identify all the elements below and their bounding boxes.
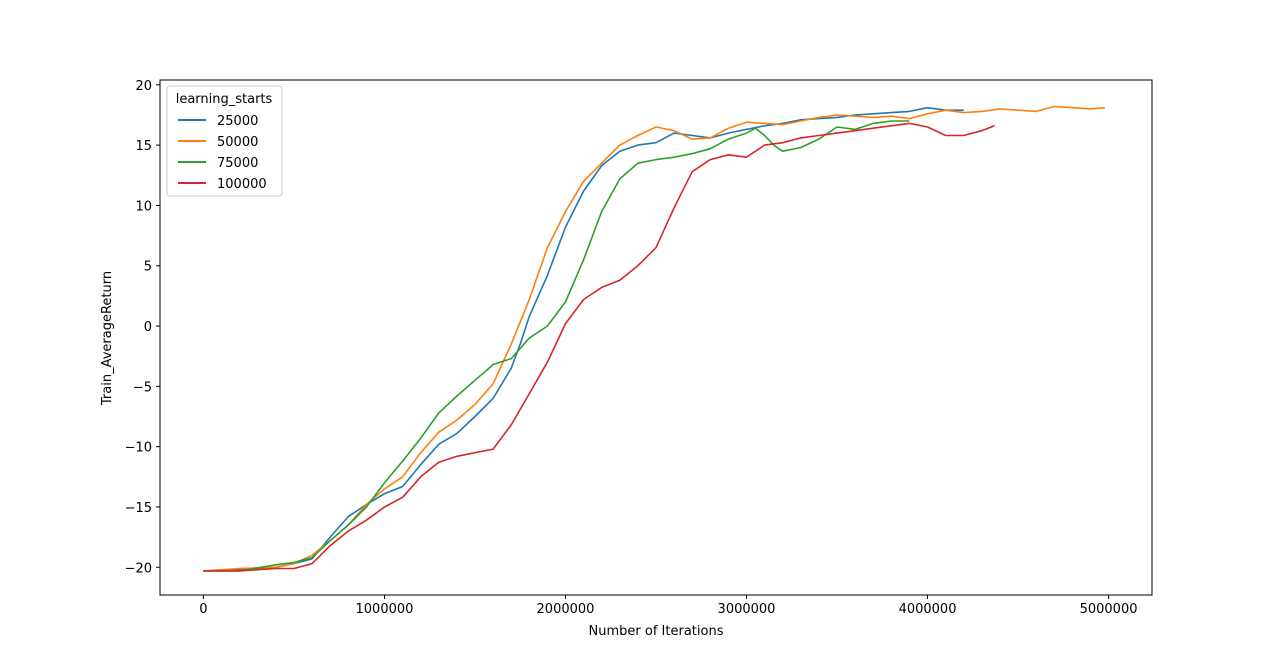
legend-frame [166, 85, 283, 197]
plot-area [159, 79, 1153, 596]
y-tick-label: 5 [144, 260, 152, 275]
y-tick-label: −10 [125, 441, 152, 456]
y-axis-label: Train_AverageReturn [100, 271, 115, 406]
legend-label-100000: 100000 [217, 177, 267, 192]
x-tick-label: 1000000 [356, 602, 414, 617]
x-tick-label: 5000000 [1080, 602, 1138, 617]
legend: learning_starts 25000 50000 75000 100000 [166, 85, 283, 197]
axes-frame [159, 79, 1153, 596]
x-tick-label: 4000000 [899, 602, 957, 617]
legend-label-50000: 50000 [217, 135, 258, 150]
x-axis: 0 1000000 2000000 3000000 4000000 5000000 [199, 595, 1138, 617]
y-tick-label: −15 [125, 501, 152, 516]
series-line-75000 [203, 120, 910, 572]
legend-label-75000: 75000 [217, 156, 258, 171]
x-tick-label: 3000000 [718, 602, 776, 617]
x-axis-label: Number of Iterations [589, 624, 724, 639]
x-tick-label: 0 [199, 602, 207, 617]
y-tick-label: 15 [135, 139, 152, 154]
y-tick-label: 20 [135, 79, 152, 94]
series-line-100000 [203, 122, 995, 572]
y-tick-label: −5 [133, 380, 152, 395]
y-axis: −20 −15 −10 −5 0 5 10 15 20 [125, 79, 160, 576]
y-tick-label: 10 [135, 199, 152, 214]
legend-label-25000: 25000 [217, 114, 258, 129]
series-line-50000 [203, 105, 1105, 572]
x-tick-label: 2000000 [537, 602, 595, 617]
y-tick-label: 0 [144, 320, 152, 335]
y-tick-label: −20 [125, 561, 152, 576]
legend-title: learning_starts [176, 92, 273, 107]
series-line-25000 [203, 106, 964, 572]
